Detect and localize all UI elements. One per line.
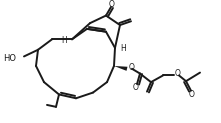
Text: HO: HO [3, 54, 16, 63]
Text: O: O [189, 90, 195, 99]
Text: H: H [61, 36, 67, 45]
Text: O: O [129, 63, 135, 72]
Text: O: O [133, 83, 139, 92]
Polygon shape [114, 66, 128, 71]
Text: O: O [109, 0, 115, 9]
Text: O: O [175, 69, 181, 78]
Text: H: H [120, 44, 126, 53]
